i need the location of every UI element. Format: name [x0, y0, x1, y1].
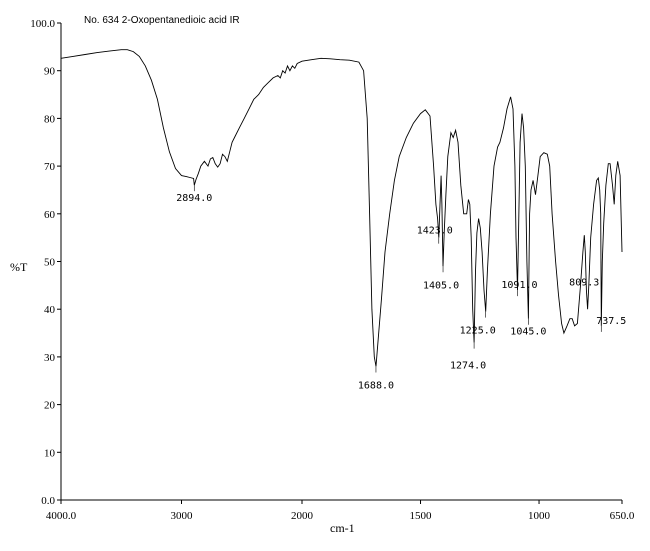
y-axis-label: %T [10, 260, 28, 274]
y-tick-label: 20 [44, 400, 56, 412]
y-tick-label: 80 [44, 113, 56, 125]
y-tick-label: 60 [44, 209, 56, 221]
peak-label-1274.0: 1274.0 [450, 361, 486, 372]
x-tick-label: 4000.0 [46, 510, 77, 522]
x-axis-label: cm-1 [330, 521, 355, 535]
y-tick-label: 50 [44, 257, 56, 269]
y-tick-label: 70 [44, 161, 56, 173]
peak-label-809.3: 809.3 [569, 277, 599, 288]
y-tick-label: 10 [44, 447, 56, 459]
y-tick-label: 100.0 [30, 18, 55, 30]
x-tick-label: 1500 [410, 510, 433, 522]
y-tick-label: 30 [44, 352, 56, 364]
peak-label-1225.0: 1225.0 [460, 326, 496, 337]
peak-label-1045.0: 1045.0 [510, 327, 546, 338]
spectrum-line-series-0 [60, 49, 623, 367]
y-tick-label: 90 [44, 66, 56, 78]
chart-title: No. 634 2-Oxopentanedioic acid IR [84, 15, 240, 26]
x-tick-label: 650.0 [610, 510, 635, 522]
peak-label-1688.0: 1688.0 [358, 380, 394, 391]
peak-label-1091.0: 1091.0 [501, 280, 537, 291]
y-axis-ticks: 0.0 10 20 30 40 50 60 70 80 90 100.0 [30, 18, 61, 507]
x-axis-ticks: 4000.0 3000 2000 1500 1000 650.0 [46, 500, 635, 522]
x-tick-label: 2000 [291, 510, 314, 522]
y-tick-label: 0.0 [41, 495, 55, 507]
y-tick-label: 40 [44, 304, 56, 316]
peak-label-2894.0: 2894.0 [176, 193, 212, 204]
peak-label-1423.0: 1423.0 [417, 226, 453, 237]
x-tick-label: 3000 [171, 510, 194, 522]
peak-annotations: 2894.0 1688.0 1423.0 1405.0 1274.0 1225.0 1091… [176, 185, 626, 391]
x-tick-label: 1000 [528, 510, 551, 522]
peak-label-737.5: 737.5 [596, 316, 626, 327]
peak-label-1405.0: 1405.0 [423, 280, 459, 291]
